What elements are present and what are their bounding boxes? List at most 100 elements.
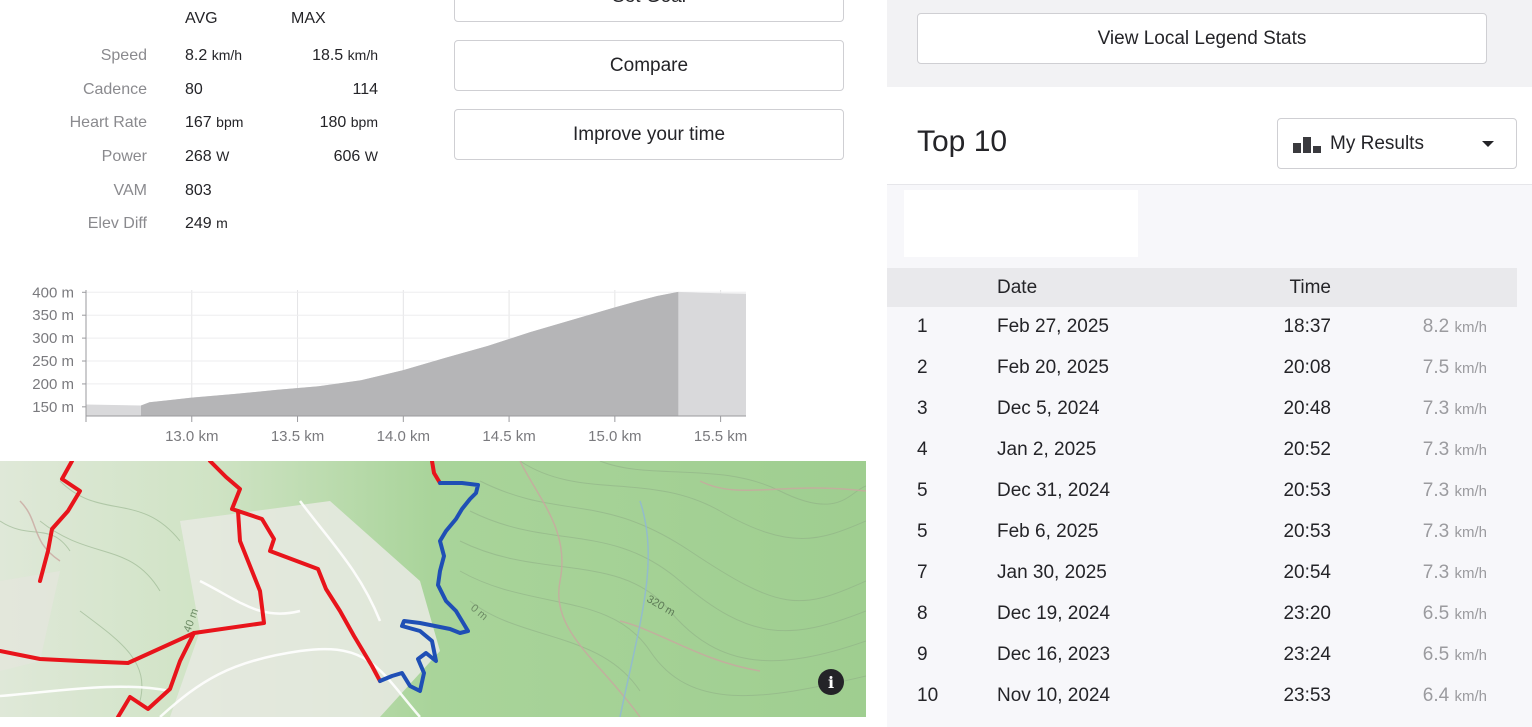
table-row[interactable]: 3 Dec 5, 2024 20:48 7.3 km/h	[887, 389, 1517, 430]
stat-row-heart-rate: Heart Rate 167 bpm 180 bpm	[0, 114, 400, 144]
top10-header: Top 10 My Results	[887, 87, 1532, 185]
date-cell[interactable]: Dec 5, 2024	[997, 398, 1100, 419]
improve-time-button[interactable]: Improve your time	[454, 109, 844, 160]
date-cell[interactable]: Feb 27, 2025	[997, 316, 1109, 337]
stat-avg: 80	[185, 81, 203, 98]
speed-cell: 7.3 km/h	[1422, 562, 1487, 583]
results-filter-dropdown[interactable]: My Results	[1277, 118, 1517, 169]
map-area	[0, 571, 60, 671]
map-terrain	[0, 461, 866, 717]
stat-label: Heart Rate	[69, 114, 147, 131]
table-row[interactable]: 10 Nov 10, 2024 23:53 6.4 km/h	[887, 676, 1517, 717]
time-cell: 23:53	[1283, 685, 1331, 706]
x-tick-label: 14.5 km	[482, 428, 535, 445]
top10-title: Top 10	[917, 125, 1008, 158]
placeholder-card	[904, 190, 1138, 257]
set-goal-button[interactable]: Set Goal	[454, 0, 844, 22]
rank-cell: 9	[917, 644, 928, 665]
time-cell: 23:24	[1283, 644, 1331, 665]
rank-cell: 4	[917, 439, 928, 460]
map-paths	[19, 461, 866, 717]
results-table-header: Date Time	[887, 268, 1517, 307]
date-cell[interactable]: Feb 20, 2025	[997, 357, 1109, 378]
time-cell: 20:08	[1283, 357, 1331, 378]
time-cell: 20:48	[1283, 398, 1331, 419]
stat-max: 180 bpm	[319, 114, 378, 131]
map-stream	[619, 500, 649, 717]
date-column-header: Date	[997, 277, 1038, 298]
table-row[interactable]: 5 Feb 6, 2025 20:53 7.3 km/h	[887, 512, 1517, 553]
map-roads	[0, 500, 421, 717]
route-red-5	[430, 461, 442, 485]
chevron-down-icon	[1482, 141, 1494, 147]
table-row[interactable]: 9 Dec 16, 2023 23:24 6.5 km/h	[887, 635, 1517, 676]
stat-label: Power	[101, 148, 147, 165]
time-cell: 23:20	[1283, 603, 1331, 624]
table-row[interactable]: 2 Feb 20, 2025 20:08 7.5 km/h	[887, 348, 1517, 389]
view-local-legend-stats-button[interactable]: View Local Legend Stats	[917, 13, 1487, 64]
y-tick-label: 300 m	[32, 330, 74, 347]
time-column-header: Time	[1289, 277, 1331, 298]
route-red-4	[116, 631, 196, 717]
x-tick-label: 13.5 km	[271, 428, 324, 445]
stat-label: VAM	[113, 182, 147, 199]
speed-cell: 7.3 km/h	[1422, 521, 1487, 542]
results-filter-label: My Results	[1330, 132, 1424, 154]
elevation-chart[interactable]: 150 m 200 m 250 m 300 m 350 m 400 m 13.0 km 13.…	[0, 282, 800, 452]
stat-row-elev-diff: Elev Diff 249 m	[0, 215, 400, 245]
table-row[interactable]: 5 Dec 31, 2024 20:53 7.3 km/h	[887, 471, 1517, 512]
x-tick-label: 15.5 km	[694, 428, 747, 445]
stat-max: 114	[352, 81, 378, 98]
stat-label: Speed	[100, 47, 147, 64]
x-tick-label: 14.0 km	[377, 428, 430, 445]
right-panel: View Local Legend Stats Top 10 My Result…	[887, 0, 1532, 727]
bar-chart-icon	[1293, 135, 1324, 153]
rank-cell: 3	[917, 398, 928, 419]
date-cell[interactable]: Dec 31, 2024	[997, 480, 1111, 501]
speed-cell: 6.5 km/h	[1422, 644, 1487, 665]
time-cell: 20:53	[1283, 480, 1331, 501]
date-cell[interactable]: Nov 10, 2024	[997, 685, 1111, 706]
compare-button[interactable]: Compare	[454, 40, 844, 91]
rank-cell: 10	[917, 685, 939, 706]
segment-map[interactable]: 40 m 320 m 0 m	[0, 461, 866, 717]
segment-route	[378, 481, 480, 693]
stat-avg: 803	[185, 182, 212, 199]
table-row[interactable]: 1 Feb 27, 2025 18:37 8.2 km/h	[887, 307, 1517, 348]
date-cell[interactable]: Jan 2, 2025	[997, 439, 1097, 460]
speed-cell: 6.4 km/h	[1422, 685, 1487, 706]
rank-cell: 7	[917, 562, 928, 583]
stat-row-cadence: Cadence 80 114	[0, 81, 400, 111]
stat-avg: 8.2 km/h	[185, 47, 243, 64]
table-row[interactable]: 4 Jan 2, 2025 20:52 7.3 km/h	[887, 430, 1517, 471]
route-red-2	[208, 461, 382, 683]
max-header: MAX	[291, 10, 326, 27]
speed-cell: 8.2 km/h	[1422, 316, 1487, 337]
stat-max: 606 W	[333, 148, 378, 165]
time-cell: 20:52	[1283, 439, 1331, 460]
route-red-1	[38, 461, 82, 583]
elevation-area-segment	[141, 291, 679, 416]
date-cell[interactable]: Dec 19, 2024	[997, 603, 1111, 624]
speed-cell: 7.5 km/h	[1422, 357, 1487, 378]
other-routes	[0, 461, 442, 717]
time-cell: 18:37	[1283, 316, 1331, 337]
rank-cell: 5	[917, 480, 928, 501]
time-cell: 20:54	[1283, 562, 1331, 583]
table-row[interactable]: 7 Jan 30, 2025 20:54 7.3 km/h	[887, 553, 1517, 594]
stat-avg: 167 bpm	[185, 114, 244, 131]
y-tick-label: 400 m	[32, 284, 74, 301]
rank-cell: 1	[917, 316, 928, 337]
map-info-icon[interactable]: i	[818, 669, 844, 695]
stat-row-power: Power 268 W 606 W	[0, 148, 400, 178]
date-cell[interactable]: Jan 30, 2025	[997, 562, 1107, 583]
x-tick-label: 15.0 km	[588, 428, 641, 445]
map-canvas[interactable]: 40 m 320 m 0 m	[0, 461, 866, 717]
date-cell[interactable]: Feb 6, 2025	[997, 521, 1099, 542]
speed-cell: 6.5 km/h	[1422, 603, 1487, 624]
rank-cell: 8	[917, 603, 928, 624]
time-cell: 20:53	[1283, 521, 1331, 542]
table-row[interactable]: 8 Dec 19, 2024 23:20 6.5 km/h	[887, 594, 1517, 635]
rank-cell: 2	[917, 357, 928, 378]
date-cell[interactable]: Dec 16, 2023	[997, 644, 1111, 665]
